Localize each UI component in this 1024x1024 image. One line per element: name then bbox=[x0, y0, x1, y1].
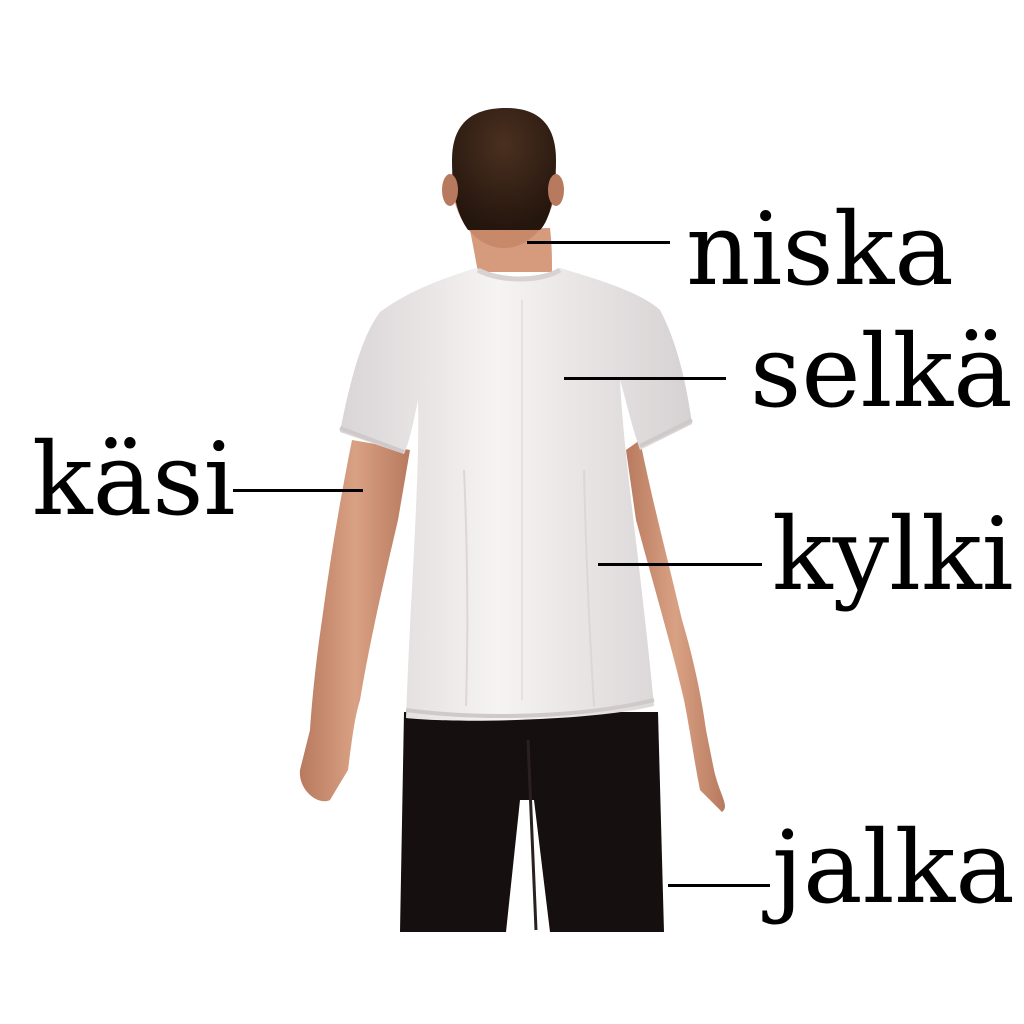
label-kasi: käsi bbox=[32, 421, 236, 538]
right-arm bbox=[626, 440, 725, 812]
jalka-leader-line bbox=[668, 884, 770, 887]
shorts bbox=[400, 712, 664, 932]
selka-leader-line bbox=[564, 377, 726, 380]
kylki-leader-line bbox=[598, 563, 762, 566]
label-selka: selkä bbox=[750, 313, 1013, 430]
hair bbox=[452, 108, 556, 230]
niska-leader-line bbox=[527, 241, 670, 244]
label-niska: niska bbox=[686, 191, 954, 308]
shirt bbox=[340, 268, 692, 721]
kasi-leader-line bbox=[233, 489, 363, 492]
left-arm bbox=[299, 440, 410, 802]
label-jalka: jalka bbox=[772, 809, 1015, 926]
label-kylki: kylki bbox=[772, 496, 1014, 613]
